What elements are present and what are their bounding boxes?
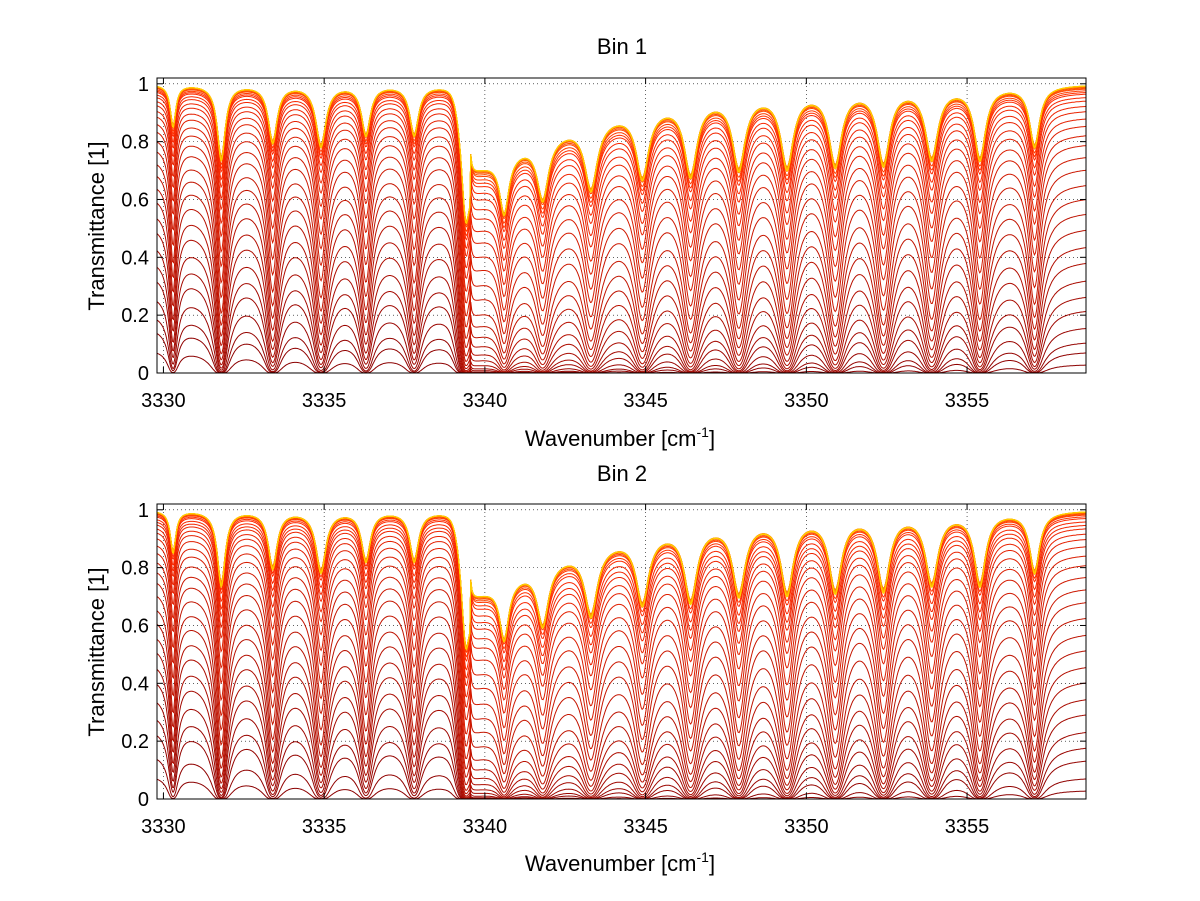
x-tick-label: 3335 [302, 816, 347, 838]
x-tick-label: 3345 [623, 816, 668, 838]
spectrum-line [156, 266, 1087, 374]
spectrum-line [156, 333, 1086, 374]
spectrum-line [156, 218, 1087, 372]
chart-title: Bin 2 [597, 461, 647, 486]
x-tick-label: 3340 [463, 390, 508, 412]
spectrum-line [156, 521, 1087, 679]
spectrum-line [156, 511, 1087, 651]
spectrum-line [156, 684, 1087, 800]
spectrum-line [156, 582, 1087, 778]
spectrum-line [156, 572, 1087, 770]
spectrum-line [156, 233, 1087, 373]
spectrum-line [156, 610, 1087, 791]
spectrum-line [156, 623, 1087, 795]
x-tick-labels: 3330 3335 3340 3345 3350 3355 [141, 504, 989, 838]
spectrum-line [156, 131, 1087, 328]
axes-frame [156, 77, 1087, 374]
y-tick-label: 0.4 [121, 247, 149, 269]
y-tick-label: 0.6 [121, 189, 149, 211]
y-axis-label: Transmittance [1] [84, 567, 109, 736]
spectrum-line [156, 92, 1087, 241]
spectrum-line [156, 553, 1087, 747]
spectrum-line [156, 94, 1086, 250]
spectrum-line [156, 105, 1086, 279]
spectrum-line [156, 719, 1087, 800]
y-tick-label: 1 [138, 500, 149, 522]
chart-title: Bin 1 [597, 34, 647, 59]
spectrum-line [156, 89, 1087, 233]
x-tick-label: 3345 [623, 390, 668, 412]
x-tick-labels: 3330 3335 3340 3345 3350 3355 [141, 78, 989, 412]
y-tick-label: 0.6 [121, 615, 149, 637]
spectrum-line [156, 528, 1086, 698]
grid [157, 78, 1086, 374]
spectrum-line [156, 151, 1087, 348]
y-tick-label: 0.8 [121, 558, 149, 580]
spectrum-line [156, 164, 1087, 357]
x-tick-label: 3335 [302, 390, 347, 412]
x-tick-label: 3330 [141, 816, 186, 838]
axes-frame [156, 503, 1087, 800]
y-tick-label: 0.4 [121, 673, 149, 695]
spectrum-line [156, 524, 1086, 687]
y-tick-label: 0.2 [121, 731, 149, 753]
spectrum-line [156, 90, 1087, 237]
x-tick-label: 3355 [945, 390, 990, 412]
spectrum-line [156, 281, 1087, 374]
spectrum-line [156, 250, 1087, 373]
spectrum-line [156, 515, 1087, 658]
spectrum-line [156, 596, 1087, 786]
y-tick-labels: 0 0.2 0.4 0.6 0.8 1 [121, 500, 1086, 811]
spectrum-line [156, 519, 1087, 671]
spectrum-line [156, 638, 1087, 797]
spectrum-line [156, 176, 1087, 362]
spectrum-line [156, 116, 1087, 304]
y-tick-labels: 0 0.2 0.4 0.6 0.8 1 [121, 74, 1086, 385]
x-tick-label: 3350 [784, 816, 829, 838]
y-tick-label: 0.8 [121, 132, 149, 154]
x-axis-label: Wavenumber [cm-1] [525, 849, 715, 876]
spectrum-line [156, 301, 1087, 374]
spectrum-line [156, 545, 1087, 735]
subplot-bin-1: Bin 1 3330 3335 3340 3345 3350 3355 0 0.2 0.4 0.… [84, 34, 1087, 451]
spectrum-line [156, 141, 1087, 339]
subplot-bin-2: Bin 2 3330 3335 3340 3345 3350 3355 0 0.2 0.4 0.… [84, 461, 1087, 876]
y-tick-label: 1 [138, 74, 149, 96]
spectrum-line [156, 513, 1086, 652]
x-axis-label-sup: -1 [697, 849, 710, 865]
y-tick-label: 0 [138, 789, 149, 811]
spectrum-line [156, 562, 1087, 760]
spectrum-line [156, 124, 1087, 317]
spectrum-line [156, 532, 1087, 708]
spectrum-line [156, 110, 1087, 292]
spectrum-line [156, 669, 1087, 799]
series-group [156, 511, 1087, 800]
spectrum-line [156, 652, 1087, 798]
spectrum-line [156, 97, 1087, 257]
x-axis-label-sup: -1 [697, 424, 710, 440]
x-tick-label: 3330 [141, 390, 186, 412]
y-axis-label: Transmittance [1] [84, 141, 109, 310]
spectrum-line [156, 85, 1087, 225]
x-tick-label: 3355 [945, 816, 990, 838]
x-axis-label: Wavenumber [cm-1] [525, 424, 715, 451]
series-group [156, 85, 1087, 374]
x-tick-label: 3350 [784, 390, 829, 412]
y-tick-label: 0.2 [121, 305, 149, 327]
x-axis-label-suffix: ] [709, 426, 715, 451]
x-tick-label: 3340 [463, 816, 508, 838]
spectrum-line [156, 101, 1087, 269]
x-axis-label-main: Wavenumber [cm [525, 426, 697, 451]
x-axis-label-suffix: ] [709, 851, 715, 876]
x-axis-label-main: Wavenumber [cm [525, 851, 697, 876]
spectrum-line [156, 516, 1087, 662]
y-tick-label: 0 [138, 363, 149, 385]
spectrum-line [156, 702, 1087, 800]
spectrum-line [156, 188, 1087, 366]
spectrum-line [156, 538, 1087, 721]
spectrum-line [156, 202, 1087, 369]
